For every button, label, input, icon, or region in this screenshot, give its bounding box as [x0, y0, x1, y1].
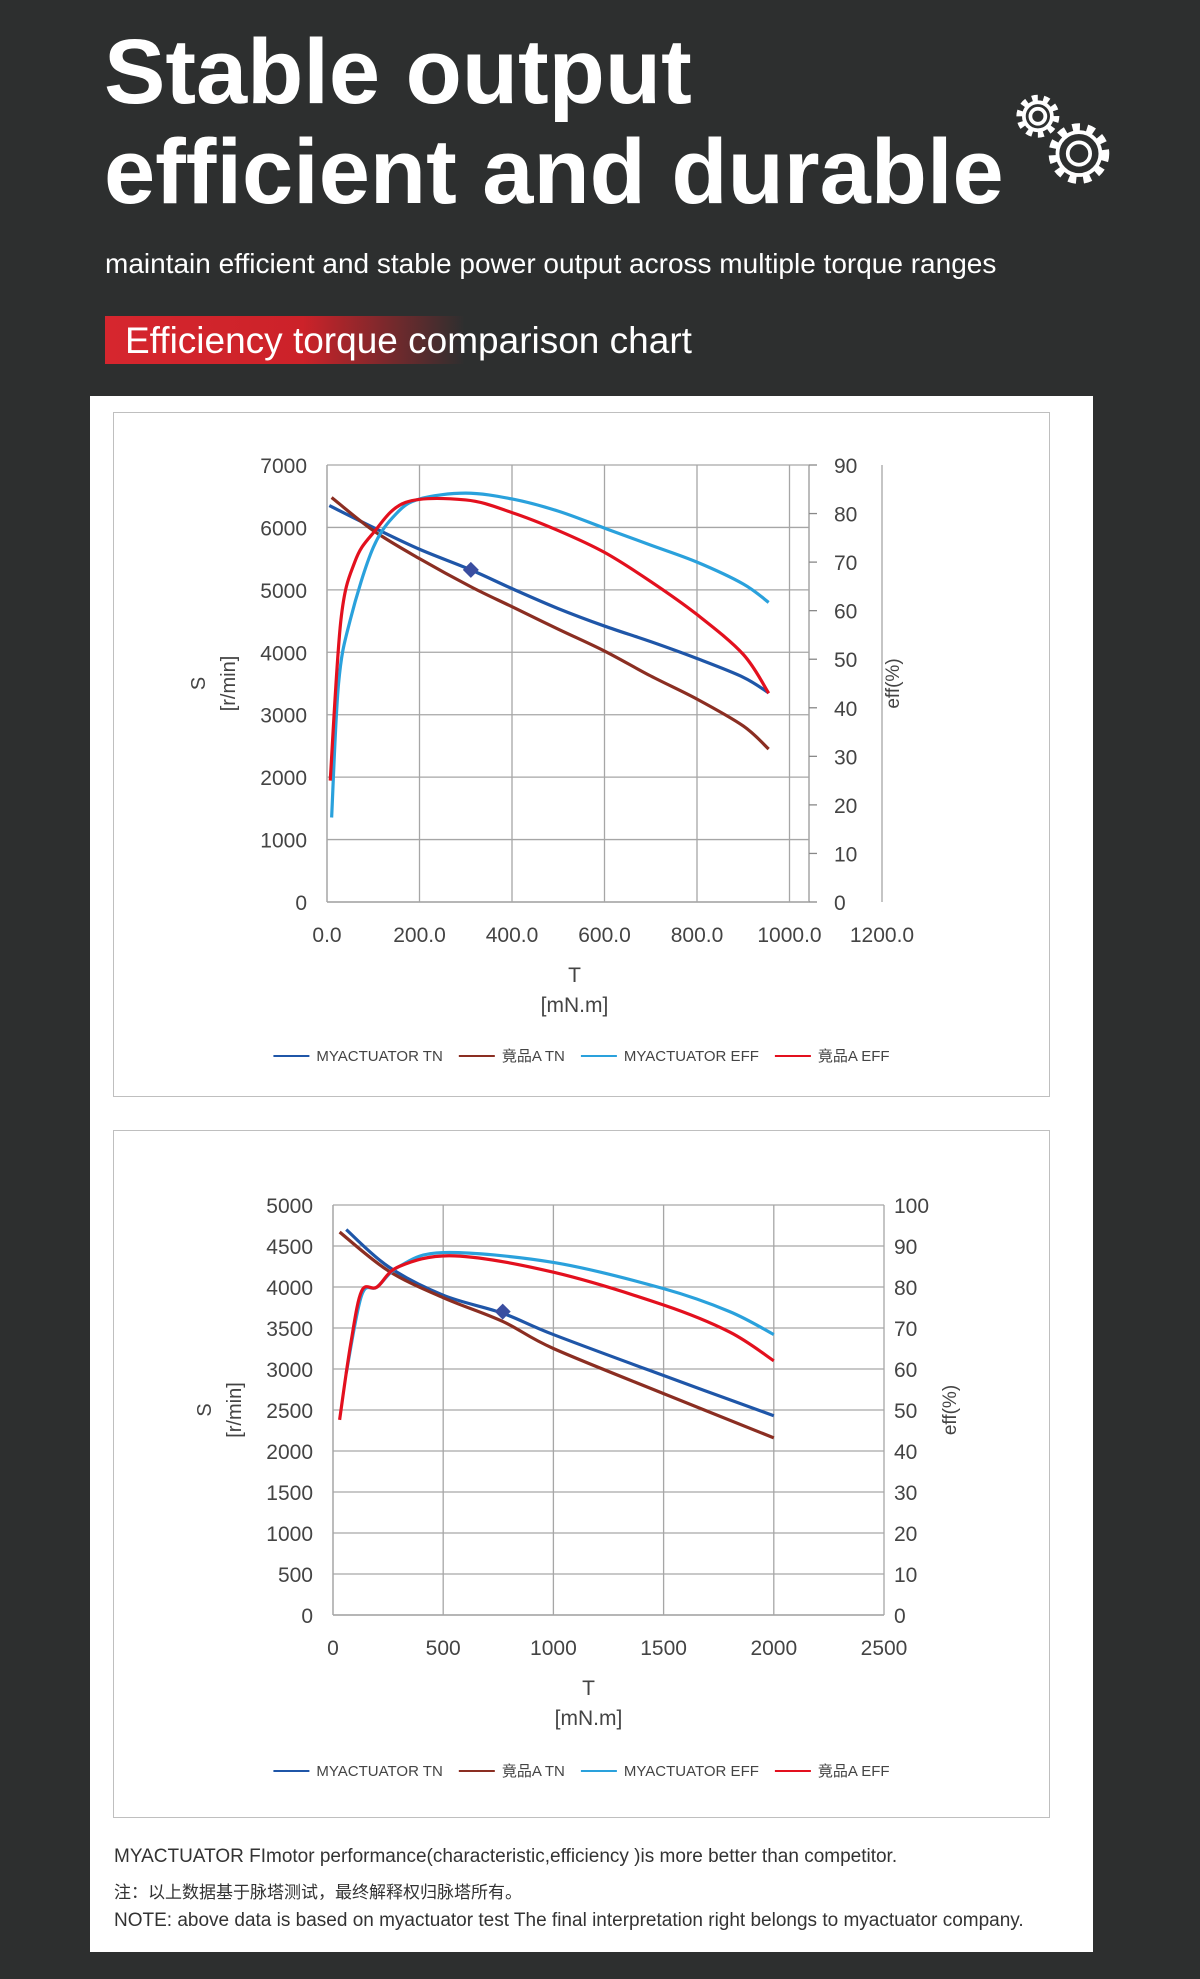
- y-tick-label: 5000: [266, 1195, 313, 1218]
- y2-tick-label: 10: [894, 1564, 917, 1587]
- y-tick-label: 2000: [260, 767, 307, 790]
- y2-tick-label: 30: [834, 746, 857, 769]
- x-tick-label: 2500: [861, 1637, 908, 1660]
- series-line-2: [344, 1250, 775, 1374]
- legend-label: 竟品A TN: [502, 1763, 565, 1780]
- x-tick-label: 1500: [640, 1637, 687, 1660]
- banner-label: Efficiency torque comparison chart: [125, 320, 692, 361]
- y2-axis-title: eff(%): [883, 658, 904, 708]
- x-axis-title: T: [568, 964, 581, 987]
- x-tick-label: 600.0: [578, 924, 631, 947]
- chart-2: 0 500 1000 1500 2000 2500 0 500 1000 1500 2000 2500…: [113, 1130, 1050, 1818]
- y2-tick-label: 80: [834, 504, 857, 527]
- x-tick-label: 400.0: [486, 924, 539, 947]
- y-tick-label: 4000: [260, 642, 307, 665]
- legend-label: 竟品A TN: [502, 1048, 565, 1065]
- legend-label: 竟品A EFF: [818, 1763, 890, 1780]
- y2-tick-label: 80: [894, 1277, 917, 1300]
- footer-line-2: 注：以上数据基于脉塔测试，最终解释权归脉塔所有。: [114, 1883, 522, 1903]
- series-line-1: [330, 496, 770, 751]
- y-tick-label: 1000: [266, 1523, 313, 1546]
- legend-label: MYACTUATOR TN: [316, 1048, 442, 1065]
- y2-tick-label: 70: [834, 552, 857, 575]
- title-line-1: Stable output: [104, 21, 692, 123]
- legend-label: MYACTUATOR EFF: [624, 1763, 759, 1780]
- y2-tick-label: 40: [894, 1441, 917, 1464]
- x-tick-label: 1000: [530, 1637, 577, 1660]
- x-axis-unit: [mN.m]: [555, 1707, 623, 1730]
- y-tick-label: 5000: [260, 580, 307, 603]
- series-line-3: [338, 1254, 775, 1421]
- y-tick-label: 0: [295, 892, 307, 915]
- y-tick-label: 2000: [266, 1441, 313, 1464]
- x-tick-label: 2000: [750, 1637, 797, 1660]
- y2-tick-label: 50: [834, 649, 857, 672]
- chart-panel: 0.0 200.0 400.0 600.0 800.0 1000.0 1200.0 0 1000…: [90, 396, 1093, 1952]
- y-tick-label: 3000: [266, 1359, 313, 1382]
- y2-tick-label: 20: [894, 1523, 917, 1546]
- chart-1-svg: 0.0 200.0 400.0 600.0 800.0 1000.0 1200.001000…: [188, 455, 914, 1065]
- footer-line-3: NOTE: above data is based on myactuator …: [114, 1910, 1024, 1931]
- y-tick-label: 0: [301, 1605, 313, 1628]
- y2-tick-label: 100: [894, 1195, 929, 1218]
- y-axis-unit: [r/min]: [218, 656, 240, 712]
- y-tick-label: 1500: [266, 1482, 313, 1505]
- y-tick-label: 1000: [260, 830, 307, 853]
- x-tick-label: 0: [327, 1637, 339, 1660]
- y-tick-label: 7000: [260, 455, 307, 478]
- title-line-2: efficient and durable: [104, 121, 1004, 223]
- chart-2-svg: 0 500 1000 1500 2000 250005001000150020002500…: [194, 1195, 961, 1780]
- y-axis-unit: [r/min]: [224, 1382, 246, 1438]
- series-line-0: [328, 504, 770, 695]
- x-tick-label: 800.0: [671, 924, 724, 947]
- y2-tick-label: 90: [894, 1236, 917, 1259]
- y-axis-title: S: [188, 677, 210, 690]
- x-tick-label: 0.0: [312, 924, 341, 947]
- subtitle: maintain efficient and stable power outp…: [105, 248, 997, 279]
- series-line-3: [328, 496, 771, 781]
- x-axis-title: T: [582, 1677, 595, 1700]
- series-line-0: [345, 1228, 775, 1418]
- y-tick-label: 3000: [260, 705, 307, 728]
- page-title: Stable output efficient and durable: [104, 22, 1004, 222]
- y2-tick-label: 0: [834, 892, 846, 915]
- x-tick-label: 1200.0: [850, 924, 914, 947]
- x-tick-label: 1000.0: [757, 924, 821, 947]
- x-axis-unit: [mN.m]: [541, 994, 609, 1017]
- y-tick-label: 4000: [266, 1277, 313, 1300]
- y-tick-label: 3500: [266, 1318, 313, 1341]
- y-tick-label: 4500: [266, 1236, 313, 1259]
- y2-axis-title: eff(%): [940, 1385, 961, 1435]
- y2-tick-label: 60: [834, 601, 857, 624]
- chart-1: 0.0 200.0 400.0 600.0 800.0 1000.0 1200.0 0 1000…: [113, 412, 1050, 1097]
- legend-label: 竟品A EFF: [818, 1048, 890, 1065]
- x-tick-label: 200.0: [393, 924, 446, 947]
- y2-tick-label: 50: [894, 1400, 917, 1423]
- y-axis-title: S: [194, 1403, 216, 1416]
- y-tick-label: 6000: [260, 517, 307, 540]
- x-tick-label: 500: [426, 1637, 461, 1660]
- y2-tick-label: 60: [894, 1359, 917, 1382]
- y2-tick-label: 30: [894, 1482, 917, 1505]
- gears-icon: [1016, 94, 1110, 184]
- y2-tick-label: 20: [834, 795, 857, 818]
- y2-tick-label: 10: [834, 843, 857, 866]
- y2-tick-label: 40: [834, 698, 857, 721]
- legend-label: MYACTUATOR TN: [316, 1763, 442, 1780]
- series-line-2: [330, 491, 770, 818]
- y2-tick-label: 70: [894, 1318, 917, 1341]
- section-banner: Efficiency torque comparison chart: [105, 316, 692, 364]
- y2-tick-label: 90: [834, 455, 857, 478]
- y2-tick-label: 0: [894, 1605, 906, 1628]
- data-marker-diamond: [462, 561, 479, 578]
- y-tick-label: 500: [278, 1564, 313, 1587]
- footer-line-1: MYACTUATOR FImotor performance(character…: [114, 1846, 898, 1867]
- data-marker-diamond: [494, 1303, 511, 1320]
- y-tick-label: 2500: [266, 1400, 313, 1423]
- legend-label: MYACTUATOR EFF: [624, 1048, 759, 1065]
